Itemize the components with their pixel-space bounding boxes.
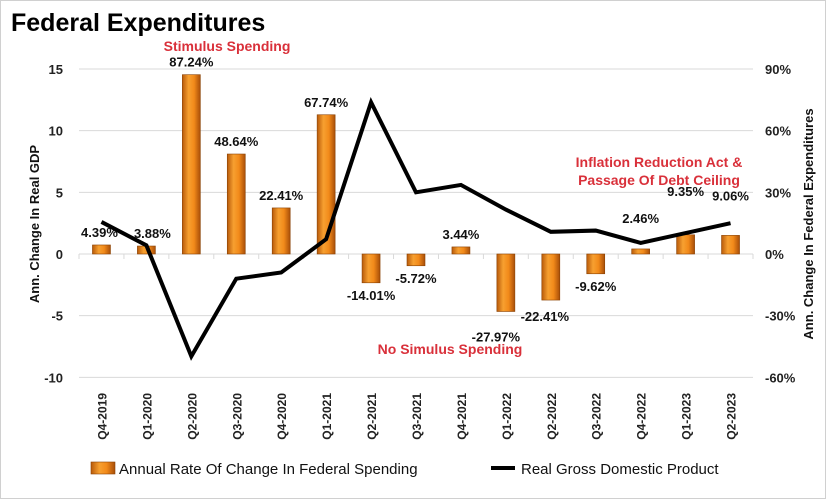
- bar: [541, 253, 561, 301]
- bar: [92, 244, 111, 255]
- bar: [721, 235, 740, 255]
- bar: [496, 253, 516, 312]
- bar: [361, 253, 381, 284]
- category-label: Q1-2021: [320, 393, 334, 440]
- chart-title: Federal Expenditures: [11, 9, 266, 37]
- right-tick-label: 90%: [765, 62, 791, 77]
- right-axis-label: Ann. Change In Federal Expenditures: [801, 108, 816, 339]
- category-label: Q1-2020: [140, 393, 154, 440]
- legend-bar-swatch: [90, 461, 116, 475]
- left-tick-label: 10: [49, 124, 63, 139]
- bar-data-label: -14.01%: [347, 288, 396, 303]
- bar: [676, 234, 695, 255]
- bar-data-label: 87.24%: [169, 55, 214, 70]
- category-label: Q2-2021: [365, 393, 379, 440]
- left-tick-label: 15: [49, 62, 63, 77]
- category-label: Q3-2021: [410, 393, 424, 440]
- bar: [182, 74, 201, 255]
- category-label: Q4-2019: [95, 393, 109, 440]
- right-tick-label: -60%: [765, 370, 796, 385]
- left-tick-label: 0: [56, 247, 63, 262]
- left-tick-label: -10: [44, 370, 63, 385]
- category-label: Q2-2023: [725, 393, 739, 440]
- bar: [271, 207, 291, 255]
- bar-data-label: 3.44%: [442, 227, 479, 242]
- bar: [586, 253, 606, 275]
- bar-data-label: 9.06%: [712, 188, 749, 203]
- bar: [226, 153, 246, 255]
- gdp-line: [100, 97, 731, 361]
- right-tick-label: 60%: [765, 124, 791, 139]
- left-tick-label: 5: [56, 185, 63, 200]
- category-label: Q2-2022: [545, 393, 559, 440]
- legend-label-gdp: Real Gross Domestic Product: [521, 461, 719, 478]
- right-tick-label: 0%: [765, 247, 784, 262]
- right-tick-label: -30%: [765, 309, 796, 324]
- left-axis-label: Ann. Change In Real GDP: [27, 145, 42, 304]
- category-label: Q4-2020: [275, 393, 289, 440]
- category-label: Q4-2021: [455, 393, 469, 440]
- bar-data-label: -9.62%: [575, 279, 617, 294]
- annotation: No Simulus Spending: [378, 341, 523, 357]
- bar-data-label: 2.46%: [622, 211, 659, 226]
- bar: [406, 253, 426, 267]
- category-label: Q1-2023: [680, 393, 694, 440]
- bar-data-label: -22.41%: [521, 309, 570, 324]
- legend-label-spending: Annual Rate Of Change In Federal Spendin…: [119, 461, 418, 478]
- category-label: Q1-2022: [500, 393, 514, 440]
- bar-data-label: 67.74%: [304, 95, 349, 110]
- category-label: Q2-2020: [185, 393, 199, 440]
- bar-data-label: -27.97%: [472, 329, 521, 344]
- bar-data-label: 22.41%: [259, 188, 304, 203]
- annotation: Inflation Reduction Act &: [576, 154, 743, 170]
- category-label: Q4-2022: [635, 393, 649, 440]
- left-tick-label: -5: [51, 309, 63, 324]
- annotation: Stimulus Spending: [164, 38, 291, 54]
- bar-data-label: 4.39%: [81, 225, 118, 240]
- bar-data-label: 48.64%: [214, 134, 259, 149]
- category-label: Q3-2022: [590, 393, 604, 440]
- bar-data-label: 9.35%: [667, 184, 704, 199]
- bar: [631, 248, 650, 255]
- annotation: Passage Of Debt Ceiling: [578, 172, 740, 188]
- bar-data-label: 3.88%: [134, 226, 171, 241]
- bar: [451, 246, 471, 255]
- bar-data-label: -5.72%: [395, 271, 437, 286]
- right-tick-label: 30%: [765, 185, 791, 200]
- category-label: Q3-2020: [230, 393, 244, 440]
